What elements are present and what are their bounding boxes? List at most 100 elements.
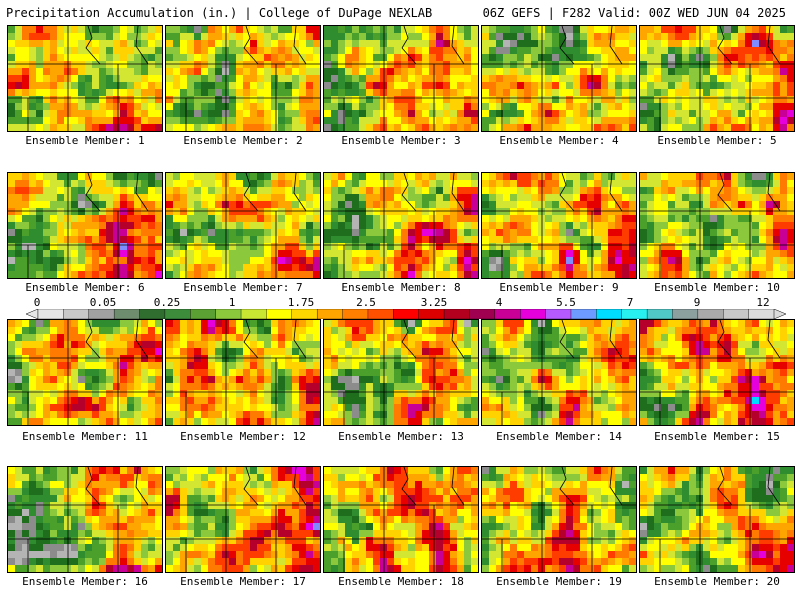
state-boundary-line <box>401 173 417 212</box>
colorbar-swatch <box>113 309 141 319</box>
state-boundary-line <box>559 320 575 359</box>
ensemble-panel-13 <box>323 319 479 426</box>
colorbar-swatch <box>164 309 191 319</box>
precip-field-map <box>8 26 162 131</box>
state-boundary-line <box>243 26 259 65</box>
state-boundary-line <box>717 320 733 359</box>
state-boundary-line <box>293 467 307 506</box>
colorbar-swatch <box>697 309 724 319</box>
ensemble-member-label: Ensemble Member: 8 <box>341 281 461 294</box>
colorbar-tick-label: 2.5 <box>356 296 376 309</box>
colorbar-swatch <box>596 309 623 319</box>
precip-field-map <box>640 26 794 131</box>
state-boundary-line <box>85 173 101 212</box>
ensemble-member-label: Ensemble Member: 10 <box>654 281 780 294</box>
ensemble-member-label: Ensemble Member: 2 <box>183 134 303 147</box>
colorbar-tick-label: 0 <box>33 296 41 309</box>
precip-field-map <box>166 467 320 572</box>
state-boundary-line <box>85 320 101 359</box>
precip-field-map <box>640 173 794 278</box>
ensemble-member-label: Ensemble Member: 15 <box>654 430 780 443</box>
colorbar-swatch <box>494 309 521 319</box>
state-boundary-line <box>135 467 149 506</box>
state-boundary-line <box>451 26 465 65</box>
colorbar-swatch <box>672 309 699 319</box>
colorbar-swatch <box>367 309 394 319</box>
precip-field-map <box>8 467 162 572</box>
ensemble-member-label: Ensemble Member: 7 <box>183 281 303 294</box>
state-boundary-line <box>135 173 149 212</box>
ensemble-member-label: Ensemble Member: 9 <box>499 281 619 294</box>
colorbar-tick-label: 0.25 <box>153 296 181 309</box>
colorbar-tick-label: 4 <box>495 296 503 309</box>
ensemble-member-label: Ensemble Member: 19 <box>496 575 622 588</box>
precip-field-map <box>8 173 162 278</box>
state-boundary-line <box>717 26 733 65</box>
state-boundary-line <box>451 467 465 506</box>
state-boundary-line <box>451 320 465 359</box>
precip-field-map <box>166 173 320 278</box>
colorbar-tick-label: 3.25 <box>420 296 448 309</box>
ensemble-panel-10 <box>639 172 795 279</box>
map-title: Precipitation Accumulation (in.) | Colle… <box>6 6 433 20</box>
colorbar-swatch <box>316 309 344 319</box>
state-boundary-line <box>451 173 465 212</box>
state-boundary-line <box>559 467 575 506</box>
colorbar-tick-label: 5.5 <box>556 296 576 309</box>
state-boundary-line <box>767 26 781 65</box>
state-boundary-line <box>401 320 417 359</box>
run-valid-info: 06Z GEFS | F282 Valid: 00Z WED JUN 04 20… <box>482 6 786 20</box>
colorbar-swatch <box>139 309 166 319</box>
ensemble-panel-17 <box>165 466 321 573</box>
ensemble-member-label: Ensemble Member: 14 <box>496 430 622 443</box>
ensemble-panel-1 <box>7 25 163 132</box>
ensemble-member-label: Ensemble Member: 12 <box>180 430 306 443</box>
colorbar-max-arrow <box>773 309 786 319</box>
colorbar-tick-label: 7 <box>626 296 634 309</box>
colorbar-swatch <box>342 309 369 319</box>
ensemble-member-label: Ensemble Member: 13 <box>338 430 464 443</box>
colorbar-swatch <box>646 309 673 319</box>
ensemble-panel-12 <box>165 319 321 426</box>
ensemble-panel-14 <box>481 319 637 426</box>
state-boundary-line <box>401 467 417 506</box>
precip-field-map <box>166 320 320 425</box>
state-boundary-line <box>135 320 149 359</box>
precip-field-map <box>482 26 636 131</box>
state-boundary-line <box>767 467 781 506</box>
ensemble-panel-9 <box>481 172 637 279</box>
ensemble-member-label: Ensemble Member: 5 <box>657 134 777 147</box>
ensemble-member-label: Ensemble Member: 3 <box>341 134 461 147</box>
state-boundary-line <box>401 26 417 65</box>
state-boundary-line <box>559 26 575 65</box>
colorbar-swatch <box>418 309 445 319</box>
ensemble-member-label: Ensemble Member: 16 <box>22 575 148 588</box>
colorbar-swatch <box>88 309 115 319</box>
state-boundary-line <box>767 173 781 212</box>
ensemble-panel-5 <box>639 25 795 132</box>
precip-field-map <box>640 467 794 572</box>
state-boundary-line <box>293 26 307 65</box>
ensemble-panel-8 <box>323 172 479 279</box>
state-boundary-line <box>609 173 623 212</box>
precip-colorbar <box>26 309 786 319</box>
colorbar-swatch <box>190 309 217 319</box>
colorbar-tick-label: 9 <box>693 296 701 309</box>
colorbar-swatch <box>621 309 648 319</box>
precip-field-map <box>324 173 478 278</box>
precip-field-map <box>324 320 478 425</box>
precip-field-map <box>482 320 636 425</box>
ensemble-panel-15 <box>639 319 795 426</box>
colorbar-swatch <box>748 309 775 319</box>
ensemble-member-label: Ensemble Member: 1 <box>25 134 145 147</box>
state-boundary-line <box>609 26 623 65</box>
state-boundary-line <box>717 173 733 212</box>
state-boundary-line <box>717 467 733 506</box>
colorbar-tick-label: 12 <box>756 296 770 309</box>
colorbar-swatch <box>215 309 242 319</box>
ensemble-panel-6 <box>7 172 163 279</box>
precip-field-map <box>482 467 636 572</box>
colorbar-swatch <box>291 309 318 319</box>
state-boundary-line <box>85 26 101 65</box>
ensemble-panel-11 <box>7 319 163 426</box>
